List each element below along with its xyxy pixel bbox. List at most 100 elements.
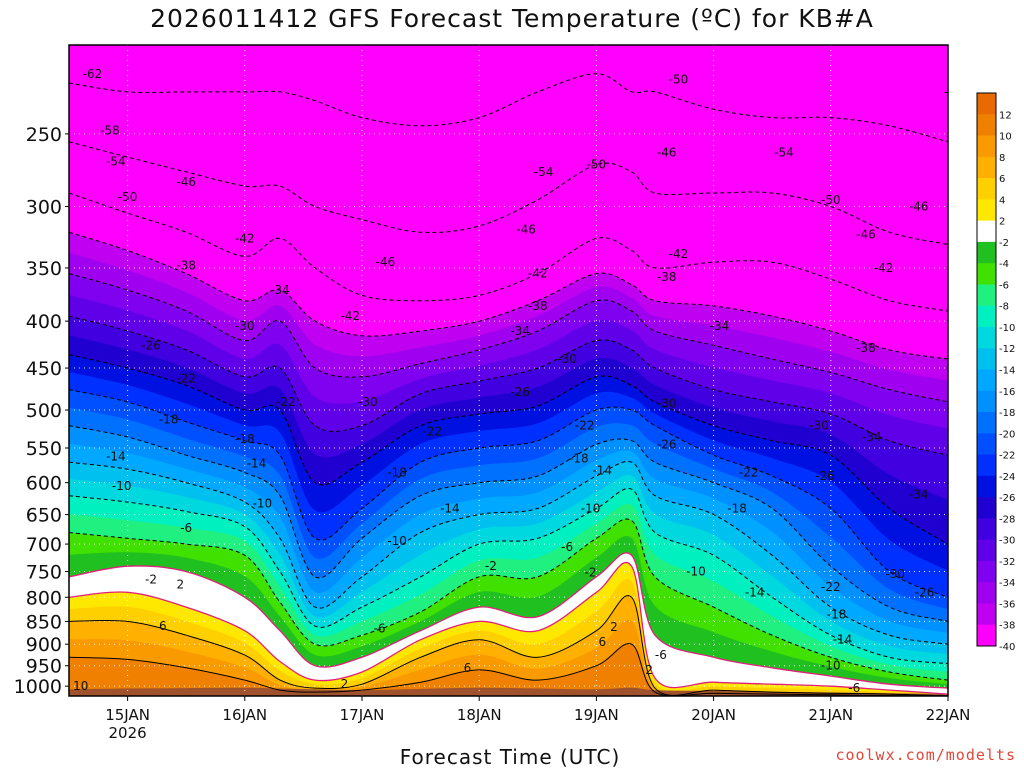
colorbar-swatch [977,114,996,137]
x-tick-label: 16JAN [222,706,267,724]
x-tick-year: 2026 [109,724,147,742]
colorbar-label: 12 [999,110,1012,121]
isotherm--22 [69,389,948,598]
y-tick-label: 450 [26,358,62,380]
contour-label: -50 [669,72,689,86]
contour-label: -54 [534,165,554,179]
contour-label: -30 [657,397,677,411]
contour-label: -38 [856,341,876,355]
contour-label: -22 [276,395,296,409]
contour-label: -42 [874,261,894,275]
y-tick-label: 500 [26,400,62,422]
isotherm--50 [69,73,948,143]
colorbar-frame [976,92,997,647]
contour-label: -26 [915,585,935,599]
contour-label: -50 [118,190,138,204]
contour-label: -46 [176,175,196,189]
isotherm--2 [69,552,948,689]
y-tick-label: 350 [26,258,62,280]
contour-label: -46 [657,146,677,160]
colorbar-swatch [977,454,996,477]
contour-label: -30 [358,395,378,409]
y-tick-label: 950 [26,656,62,678]
contour-label: -34 [510,324,530,338]
contour-label: 6 [159,619,167,633]
band-2 [69,562,948,696]
contour-label: -10 [821,659,841,673]
colorbar-swatch [977,539,996,562]
credit-link[interactable]: coolwx.com/modelts [835,746,1016,764]
isotherm--42 [69,192,948,312]
contour-label: 6 [598,635,606,649]
contour-label: -42 [340,309,360,323]
colorbar-swatch [977,305,996,328]
contour-label: -14 [106,450,126,464]
contour-label: 2 [645,663,653,677]
colorbar-label: -34 [999,578,1015,589]
x-axis-label: Forecast Time (UTC) [399,745,621,769]
isotherm--14 [69,461,948,645]
isotherm--6 [69,518,948,681]
contour-label: -50 [821,193,841,207]
contour-label: -42 [528,267,548,281]
colorbar-swatch [977,560,996,583]
y-tick-label: 400 [26,311,62,333]
contour-label: -54 [106,155,126,169]
isotherm--10 [69,488,948,665]
contour-label: -18 [827,607,847,621]
contour-label: -6 [561,540,573,554]
contour-label: 10 [73,679,88,693]
y-tick-label: 1000 [14,676,62,698]
contour-label: -50 [944,85,964,99]
colorbar-swatch [977,284,996,307]
contour-label: -6 [848,681,860,695]
colorbar-label: -26 [999,493,1015,504]
colorbar-label: -18 [999,408,1015,419]
isotherm--34 [69,273,948,403]
isotherm--18 [69,425,948,622]
contour-label: -54 [774,146,794,160]
contour-label: -22 [423,425,443,439]
contour-label: -6 [374,621,386,635]
colorbar-swatch [977,156,996,179]
contour-label: -30 [885,567,905,581]
contour-label: 2 [610,620,618,634]
colorbar-swatch [977,518,996,541]
x-tick-label: 21JAN [808,706,853,724]
contour-label: -50 [587,158,607,172]
contour-label: -30 [809,419,829,433]
colorbar-swatch [977,241,996,264]
colorbar-label: 4 [999,195,1005,206]
contour-label: -14 [592,464,612,478]
plot-frame [68,44,949,697]
colorbar-label: 10 [999,132,1012,143]
contour-label: -62 [83,67,103,81]
colorbar-label: -40 [999,642,1015,653]
contour-label: -14 [247,457,267,471]
y-tick-label: 650 [26,505,62,527]
contour-label: -34 [710,319,730,333]
temperature-bands [69,45,948,696]
contour-label: -14 [745,585,765,599]
y-tick-label: 600 [26,473,62,495]
y-tick-label: 750 [26,562,62,584]
contour-labels: -62-58-54-50-46-42-38-34-30-26-22-18-14-… [73,67,964,695]
contour-label: -22 [575,419,595,433]
colorbar-swatch [977,348,996,370]
contour-label: -26 [510,385,530,399]
y-tick-label: 300 [26,197,62,219]
colorbar-swatch [977,390,996,413]
y-tick-label: 900 [26,634,62,656]
x-tick-label: 15JAN [105,706,150,724]
contour-label: -22 [821,580,841,594]
contour-label: -10 [387,534,407,548]
colorbar-swatch [977,582,996,604]
colorbar-label: -16 [999,387,1015,398]
y-tick-label: 700 [26,534,62,556]
colorbar-label: -8 [999,302,1009,313]
colorbar-label: 2 [999,217,1005,228]
contour-label: -46 [376,255,396,269]
contour-label: -14 [833,633,853,647]
contour-label: -6 [655,648,667,662]
colorbar-swatch [977,475,996,498]
